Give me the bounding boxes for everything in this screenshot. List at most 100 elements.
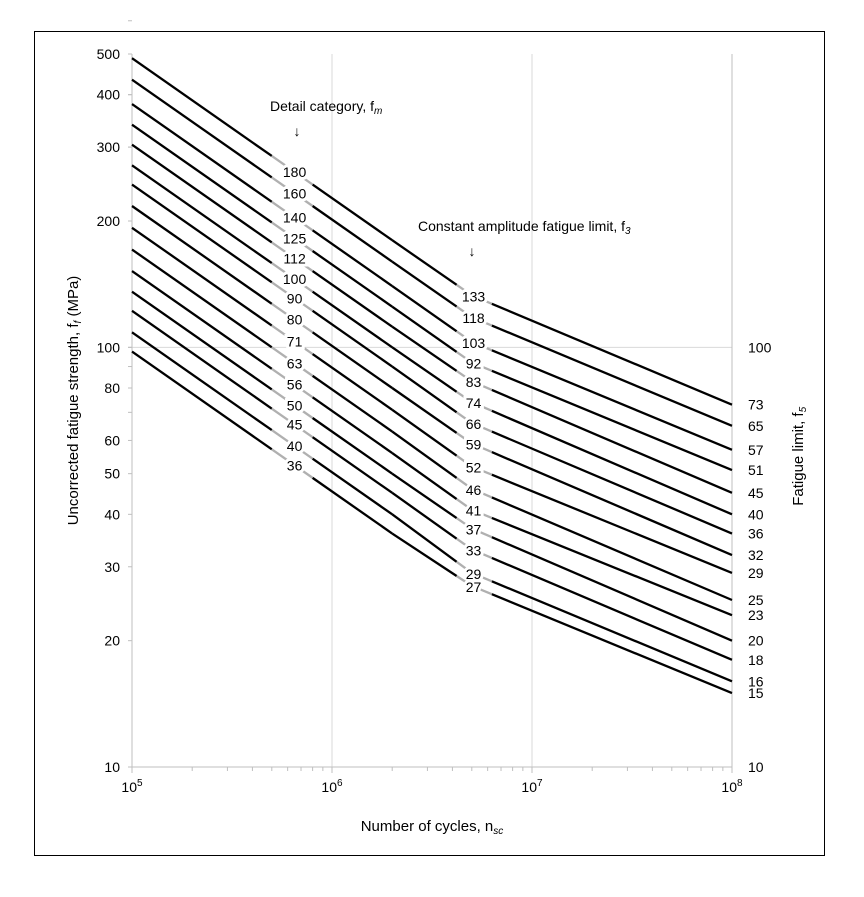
y-tick-label: 30 [104,559,120,575]
curve-segment-gray [271,221,314,252]
curve-segment [131,164,273,265]
curve-segment-gray [455,390,473,404]
curve-segment-gray [471,487,493,499]
fatigue-limit-label: 20 [748,633,764,649]
curve-segment [131,143,273,244]
curve-segment-gray [455,517,473,530]
fatigue-limit-label: 73 [748,397,764,413]
y-axis-title: Uncorrected fatigue strength, ff (MPa) [65,276,84,526]
x-tick-label: 106 [321,778,343,795]
curve-segment-gray [455,431,473,445]
curve-segment [391,325,458,372]
curve-segment-gray [271,241,314,272]
curve-segment [311,309,393,368]
curve-segment-gray [471,361,493,372]
curve-segment [131,103,273,203]
fatigue-limit-label: 51 [748,462,764,478]
curve-segment [131,78,273,179]
detail-category-label: 80 [287,312,303,328]
fatigue-limit-label: 18 [748,652,764,668]
curve-segment-gray [271,200,314,232]
curve-segment [491,349,733,451]
cafl-label: 52 [466,459,482,475]
curve-segment [391,430,458,479]
curve-segment-gray [471,442,493,454]
curve-segment [391,365,458,414]
detail-category-label: 160 [283,185,307,201]
cafl-label: 133 [462,288,486,304]
cafl-label: 29 [466,566,482,582]
detail-category-label: 100 [283,271,307,287]
curve-segment-gray [471,527,493,539]
curve-segment [491,556,733,661]
fatigue-limit-label: 23 [748,607,764,623]
curve-segment [311,250,393,308]
fatigue-limit-label: 57 [748,442,764,458]
detail-category-label: 140 [283,210,307,226]
curve-segment [131,350,273,451]
curve-segment [491,369,733,472]
y-tick-label: 60 [104,432,120,448]
cafl-label: 41 [466,503,482,519]
cafl-label: 83 [466,374,482,390]
curve-segment [131,183,273,284]
curve-segment [491,409,733,516]
curve-segment [311,290,393,349]
curve-segment [491,451,733,557]
curve-segment [491,473,733,575]
detail-category-annotation: Detail category, fm [270,98,382,117]
curve-segment [491,593,733,695]
curve-segment [391,260,458,308]
detail-category-label: 40 [287,438,303,454]
detail-category-label: 90 [287,290,303,306]
y-tick-label: 50 [104,466,120,482]
y2-axis-title: Fatigue limit, f5 [790,406,809,505]
y-tick-label: 200 [97,213,121,229]
curve-segment-gray [455,330,473,343]
curve-segment [391,346,458,393]
curve-segment-gray [271,281,314,312]
y-tick-label: 80 [104,380,120,396]
curve-segment-gray [271,448,314,479]
curve-segment [391,239,458,286]
cafl-label: 92 [466,355,482,371]
curve-segment [131,57,273,157]
curve-segment-gray [471,465,493,476]
curve-segment [131,123,273,224]
detail-category-label: 71 [287,333,303,349]
curve-segment-gray [271,155,314,186]
y-tick-label: 40 [104,506,120,522]
curve-segment-gray [455,477,473,490]
curve-segment [491,302,733,406]
curve-segment [391,387,458,434]
curve-segment-gray [471,340,493,352]
curve-segment [131,270,273,370]
y-tick-label: 10 [104,759,120,775]
curve-segment-gray [271,324,314,356]
curve-segment [131,248,273,349]
cafl-label: 59 [466,436,482,452]
detail-category-label: 56 [287,377,303,393]
curve-segment [311,229,393,287]
curve-segment-gray [471,401,493,412]
curve-segment [491,430,733,535]
fatigue-limit-label: 36 [748,526,764,542]
curve-segment [311,331,393,389]
curve-segment [131,331,273,432]
y-tick-label: 500 [97,46,121,62]
detail-category-label: 50 [287,397,303,413]
curve-segment [391,452,458,500]
curve-segment-gray [471,548,493,559]
curve-segment-gray [455,537,473,551]
fatigue-limit-label: 32 [748,547,764,563]
curve-segment [391,472,458,520]
detail-category-label: 112 [283,250,306,266]
fatigue-limit-label: 45 [748,485,764,501]
curve-segment-gray [271,388,314,419]
cafl-annotation: Constant amplitude fatigue limit, f3 [418,218,631,237]
curve-segment [131,309,273,410]
curve-segment [391,285,458,333]
detail-category-label: 63 [287,355,303,371]
cafl-label: 33 [466,542,482,558]
